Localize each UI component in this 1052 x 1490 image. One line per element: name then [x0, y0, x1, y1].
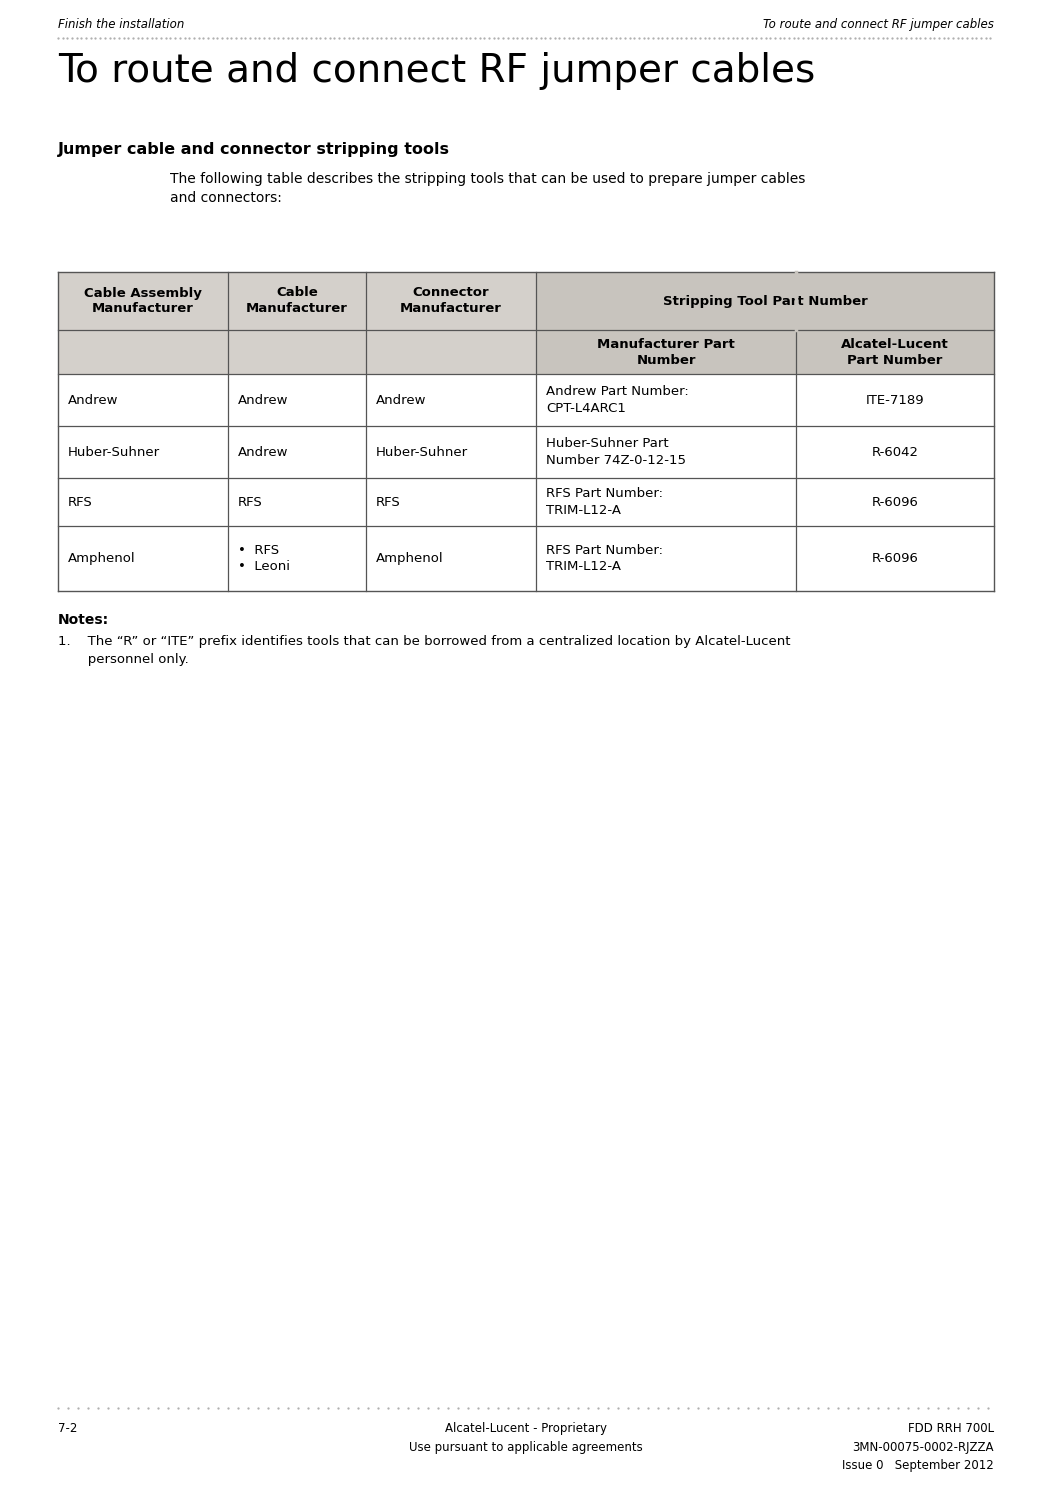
Bar: [796, 374, 994, 426]
Bar: [228, 329, 366, 374]
Bar: [537, 478, 796, 526]
Text: ITE-7189: ITE-7189: [866, 393, 925, 407]
Text: Huber-Suhner Part
Number 74Z-0-12-15: Huber-Suhner Part Number 74Z-0-12-15: [546, 437, 686, 466]
Text: FDD RRH 700L
3MN-00075-0002-RJZZA
Issue 0   September 2012: FDD RRH 700L 3MN-00075-0002-RJZZA Issue …: [843, 1421, 994, 1472]
Bar: [537, 329, 796, 374]
Bar: [537, 426, 796, 478]
Bar: [58, 426, 228, 478]
Text: Cable Assembly
Manufacturer: Cable Assembly Manufacturer: [84, 286, 202, 316]
Bar: [366, 329, 537, 374]
Text: Huber-Suhner: Huber-Suhner: [376, 446, 468, 459]
Text: Andrew: Andrew: [238, 446, 288, 459]
Bar: [366, 478, 537, 526]
Text: Stripping Tool Part Number: Stripping Tool Part Number: [663, 295, 868, 307]
Text: To route and connect RF jumper cables: To route and connect RF jumper cables: [58, 52, 815, 89]
Bar: [228, 478, 366, 526]
Bar: [796, 329, 994, 374]
Text: 7-2: 7-2: [58, 1421, 78, 1435]
Bar: [228, 426, 366, 478]
Bar: [58, 273, 228, 329]
Bar: [366, 374, 537, 426]
Bar: [537, 273, 994, 329]
Text: Manufacturer Part
Number: Manufacturer Part Number: [598, 338, 735, 367]
Text: Cable
Manufacturer: Cable Manufacturer: [246, 286, 348, 316]
Text: Huber-Suhner: Huber-Suhner: [68, 446, 160, 459]
Bar: [58, 374, 228, 426]
Bar: [796, 426, 994, 478]
Text: Finish the installation: Finish the installation: [58, 18, 184, 31]
Text: Andrew: Andrew: [238, 393, 288, 407]
Text: Andrew: Andrew: [68, 393, 119, 407]
Bar: [58, 329, 228, 374]
Bar: [228, 374, 366, 426]
Text: Connector
Manufacturer: Connector Manufacturer: [400, 286, 502, 316]
Text: 1.    The “R” or “ITE” prefix identifies tools that can be borrowed from a centr: 1. The “R” or “ITE” prefix identifies to…: [58, 635, 790, 666]
Bar: [796, 526, 994, 592]
Bar: [228, 273, 366, 329]
Text: Notes:: Notes:: [58, 612, 109, 627]
Bar: [796, 478, 994, 526]
Text: RFS Part Number:
TRIM-L12-A: RFS Part Number: TRIM-L12-A: [546, 487, 663, 517]
Bar: [366, 526, 537, 592]
Text: To route and connect RF jumper cables: To route and connect RF jumper cables: [763, 18, 994, 31]
Text: •  RFS
•  Leoni: • RFS • Leoni: [238, 544, 290, 574]
Text: R-6042: R-6042: [871, 446, 918, 459]
Text: RFS: RFS: [238, 496, 263, 508]
Bar: [228, 526, 366, 592]
Text: RFS Part Number:
TRIM-L12-A: RFS Part Number: TRIM-L12-A: [546, 544, 663, 574]
Bar: [366, 426, 537, 478]
Text: Alcatel-Lucent - Proprietary
Use pursuant to applicable agreements: Alcatel-Lucent - Proprietary Use pursuan…: [409, 1421, 643, 1454]
Text: Jumper cable and connector stripping tools: Jumper cable and connector stripping too…: [58, 142, 450, 156]
Text: Andrew Part Number:
CPT-L4ARC1: Andrew Part Number: CPT-L4ARC1: [546, 384, 689, 416]
Bar: [58, 526, 228, 592]
Text: R-6096: R-6096: [871, 551, 918, 565]
Bar: [58, 478, 228, 526]
Text: Alcatel-Lucent
Part Number: Alcatel-Lucent Part Number: [842, 338, 949, 367]
Text: Amphenol: Amphenol: [376, 551, 444, 565]
Text: Andrew: Andrew: [376, 393, 426, 407]
Bar: [366, 273, 537, 329]
Text: RFS: RFS: [376, 496, 401, 508]
Text: R-6096: R-6096: [871, 496, 918, 508]
Text: RFS: RFS: [68, 496, 93, 508]
Text: Amphenol: Amphenol: [68, 551, 136, 565]
Bar: [537, 374, 796, 426]
Bar: [537, 526, 796, 592]
Text: The following table describes the stripping tools that can be used to prepare ju: The following table describes the stripp…: [170, 171, 806, 206]
